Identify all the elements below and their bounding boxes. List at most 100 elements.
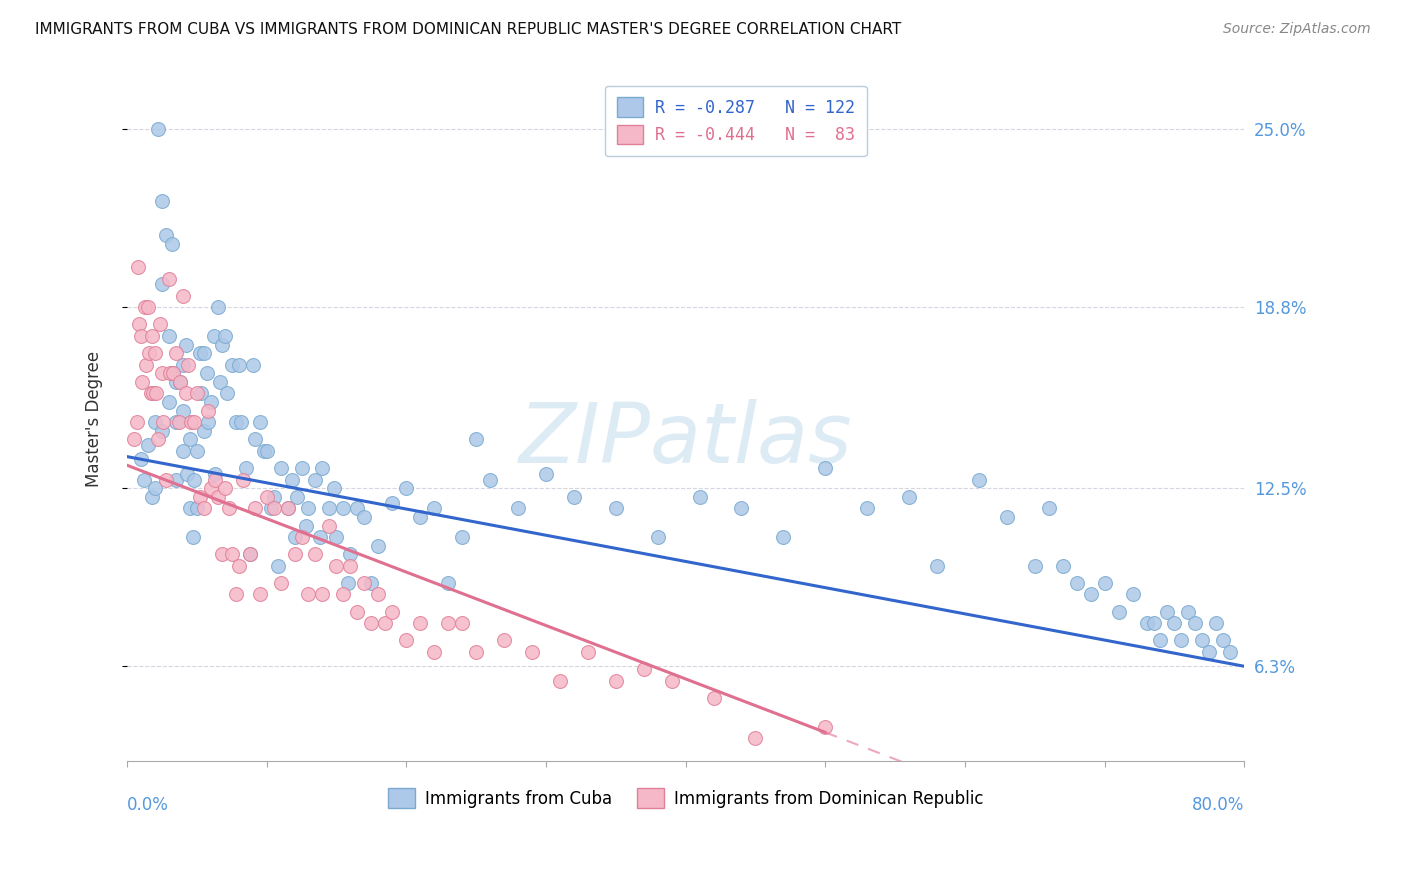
Point bbox=[437, 576, 460, 591]
Point bbox=[562, 490, 585, 504]
Point bbox=[249, 587, 271, 601]
Point bbox=[179, 501, 201, 516]
Point bbox=[127, 260, 149, 274]
Text: 0.0%: 0.0% bbox=[127, 796, 169, 814]
Point bbox=[967, 473, 990, 487]
Point bbox=[165, 346, 187, 360]
Point bbox=[197, 403, 219, 417]
Point bbox=[221, 547, 243, 561]
Point bbox=[1052, 558, 1074, 573]
Point bbox=[339, 558, 361, 573]
Point bbox=[176, 467, 198, 481]
Point bbox=[143, 346, 166, 360]
Point bbox=[548, 673, 571, 688]
Point bbox=[179, 433, 201, 447]
Text: 80.0%: 80.0% bbox=[1192, 796, 1244, 814]
Point bbox=[353, 510, 375, 524]
Point bbox=[270, 461, 292, 475]
Point bbox=[374, 616, 396, 631]
Point bbox=[157, 395, 180, 409]
Point bbox=[211, 547, 233, 561]
Point bbox=[193, 424, 215, 438]
Point bbox=[207, 490, 229, 504]
Point bbox=[1177, 605, 1199, 619]
Point bbox=[195, 366, 218, 380]
Point bbox=[730, 501, 752, 516]
Text: IMMIGRANTS FROM CUBA VS IMMIGRANTS FROM DOMINICAN REPUBLIC MASTER'S DEGREE CORRE: IMMIGRANTS FROM CUBA VS IMMIGRANTS FROM … bbox=[35, 22, 901, 37]
Point bbox=[744, 731, 766, 745]
Point bbox=[128, 318, 150, 332]
Point bbox=[181, 530, 204, 544]
Point bbox=[395, 633, 418, 648]
Point bbox=[225, 587, 247, 601]
Point bbox=[174, 386, 197, 401]
Point bbox=[308, 530, 330, 544]
Point bbox=[135, 358, 157, 372]
Point bbox=[381, 495, 404, 509]
Point bbox=[325, 530, 347, 544]
Point bbox=[239, 547, 262, 561]
Point bbox=[277, 501, 299, 516]
Point bbox=[129, 329, 152, 343]
Point bbox=[232, 473, 254, 487]
Point bbox=[322, 481, 344, 495]
Point bbox=[346, 501, 368, 516]
Point bbox=[1038, 501, 1060, 516]
Point bbox=[204, 473, 226, 487]
Point bbox=[256, 490, 278, 504]
Point bbox=[332, 501, 354, 516]
Point bbox=[1142, 616, 1164, 631]
Point bbox=[172, 443, 194, 458]
Point bbox=[150, 194, 173, 208]
Point bbox=[1108, 605, 1130, 619]
Point bbox=[360, 576, 382, 591]
Point bbox=[138, 346, 160, 360]
Point bbox=[186, 501, 208, 516]
Point bbox=[169, 375, 191, 389]
Point bbox=[200, 481, 222, 495]
Point bbox=[346, 605, 368, 619]
Point bbox=[228, 358, 250, 372]
Point bbox=[1094, 576, 1116, 591]
Point bbox=[1212, 633, 1234, 648]
Text: Source: ZipAtlas.com: Source: ZipAtlas.com bbox=[1223, 22, 1371, 37]
Point bbox=[304, 547, 326, 561]
Point bbox=[162, 366, 184, 380]
Point bbox=[1198, 645, 1220, 659]
Point bbox=[1219, 645, 1241, 659]
Legend: Immigrants from Cuba, Immigrants from Dominican Republic: Immigrants from Cuba, Immigrants from Do… bbox=[381, 781, 990, 814]
Point bbox=[200, 395, 222, 409]
Point bbox=[814, 461, 837, 475]
Point bbox=[145, 386, 167, 401]
Point bbox=[1163, 616, 1185, 631]
Point bbox=[242, 358, 264, 372]
Point bbox=[520, 645, 543, 659]
Point bbox=[576, 645, 599, 659]
Point bbox=[180, 415, 202, 429]
Point bbox=[318, 501, 340, 516]
Point bbox=[136, 300, 159, 314]
Point bbox=[856, 501, 879, 516]
Point bbox=[217, 386, 239, 401]
Point bbox=[172, 358, 194, 372]
Point bbox=[204, 467, 226, 481]
Point bbox=[1170, 633, 1192, 648]
Point bbox=[1149, 633, 1171, 648]
Point bbox=[290, 530, 312, 544]
Point bbox=[1191, 633, 1213, 648]
Point bbox=[492, 633, 515, 648]
Point bbox=[186, 443, 208, 458]
Point bbox=[143, 481, 166, 495]
Point bbox=[202, 329, 225, 343]
Point bbox=[409, 510, 432, 524]
Point bbox=[451, 530, 474, 544]
Point bbox=[283, 547, 305, 561]
Point bbox=[285, 490, 308, 504]
Point bbox=[136, 438, 159, 452]
Point bbox=[165, 415, 187, 429]
Point bbox=[633, 662, 655, 676]
Point bbox=[339, 547, 361, 561]
Point bbox=[146, 433, 169, 447]
Point bbox=[661, 673, 683, 688]
Point bbox=[336, 576, 359, 591]
